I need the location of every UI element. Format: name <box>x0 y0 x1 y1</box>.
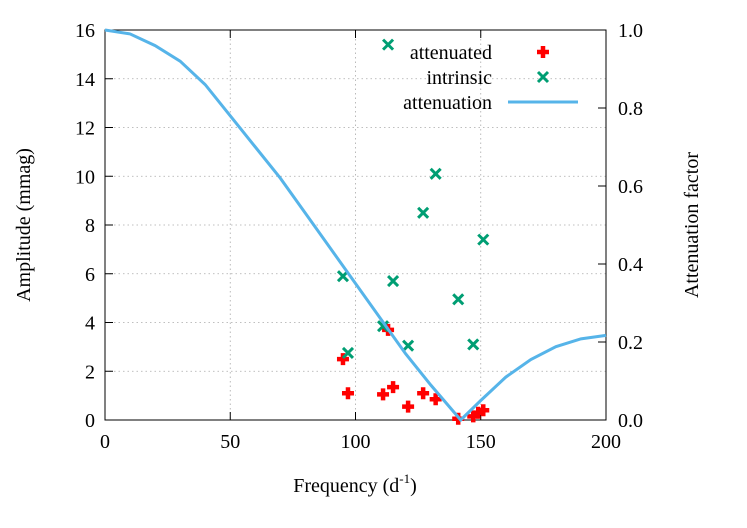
plus-marker <box>377 388 390 401</box>
y-tick-label: 0 <box>85 410 95 432</box>
y2-tick-label: 0.0 <box>618 410 643 432</box>
legend-marker <box>536 70 550 84</box>
cross-marker <box>452 293 465 306</box>
x-tick-label: 50 <box>220 431 240 453</box>
attenuation-line <box>104 28 607 423</box>
legend-label: intrinsic <box>426 67 492 89</box>
y2-tick-label: 0.6 <box>618 176 643 198</box>
y-tick-label: 12 <box>75 118 95 140</box>
cross-marker <box>341 346 355 360</box>
y2-tick-label: 0.4 <box>618 254 643 276</box>
y-axis-label: Amplitude (mmag) <box>13 148 35 302</box>
plus-marker <box>477 404 490 417</box>
cross-marker <box>477 233 490 246</box>
x-tick-label: 0 <box>100 431 110 453</box>
plus-marker <box>402 400 415 413</box>
cross-marker <box>402 339 415 352</box>
plus-marker <box>429 393 442 406</box>
y-tick-label: 10 <box>75 166 95 188</box>
y-tick-label: 16 <box>75 20 95 42</box>
y-tick-label: 8 <box>85 215 95 237</box>
y-tick-label: 14 <box>75 69 95 91</box>
y2-tick-label: 0.8 <box>618 98 643 120</box>
cross-marker <box>429 167 442 180</box>
x-label-close: ) <box>410 475 417 497</box>
y2-axis-label: Attenuation factor <box>681 152 703 298</box>
y2-tick-label: 0.2 <box>618 332 643 354</box>
cross-marker <box>382 38 395 51</box>
plus-marker <box>417 387 430 400</box>
legend-label: attenuated <box>410 42 492 64</box>
x-label-text: Frequency (d <box>293 475 399 497</box>
cross-marker <box>467 338 480 351</box>
legend-marker <box>537 46 549 58</box>
plot-frame <box>104 29 607 421</box>
plus-marker <box>336 353 349 366</box>
plus-marker <box>341 387 354 400</box>
x-label-sup: -1 <box>399 471 410 486</box>
y-tick-label: 6 <box>85 264 95 286</box>
x-tick-label: 150 <box>466 431 496 453</box>
y2-tick-label: 1.0 <box>618 20 643 42</box>
y-tick-label: 4 <box>85 313 95 335</box>
y-tick-label: 2 <box>85 361 95 383</box>
cross-marker <box>417 206 430 219</box>
x-tick-label: 100 <box>341 431 371 453</box>
x-tick-label: 200 <box>591 431 621 453</box>
x-axis-label: Frequency (d-1) <box>293 471 417 497</box>
plus-marker <box>387 381 400 394</box>
cross-marker <box>376 320 390 333</box>
legend-label: attenuation <box>403 92 492 114</box>
cross-marker <box>387 275 400 288</box>
